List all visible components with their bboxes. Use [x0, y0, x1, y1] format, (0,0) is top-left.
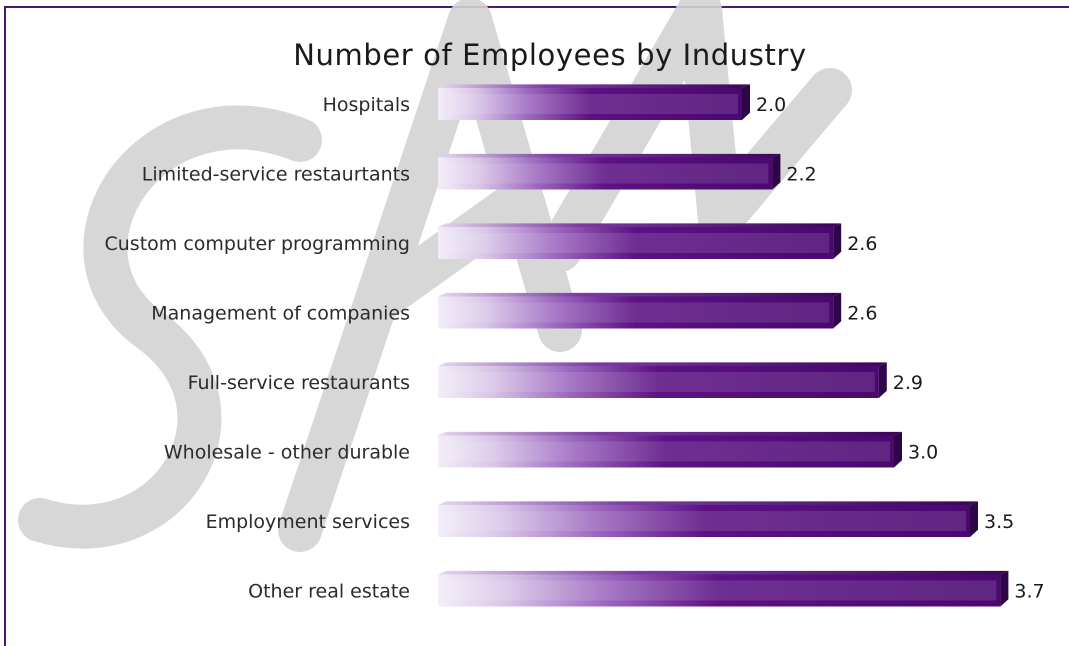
bar-top-face [438, 431, 902, 436]
bar-top-face [438, 292, 842, 297]
bar [438, 574, 1001, 607]
category-label: Limited-service restaurtants [142, 164, 410, 186]
category-label: Wholesale - other durable [164, 442, 410, 464]
bar-top-face [438, 501, 978, 505]
value-label: 2.6 [847, 303, 877, 325]
value-label: 3.0 [908, 442, 938, 464]
value-label: 2.2 [786, 164, 816, 186]
category-label: Full-service restaurants [188, 372, 410, 394]
bar [438, 366, 879, 398]
bar [438, 157, 773, 190]
bar-top-face [438, 84, 750, 88]
bar-highlight [448, 233, 830, 253]
bar-side-face [772, 153, 781, 190]
bar-highlight [448, 372, 875, 392]
value-label: 2.6 [847, 233, 877, 255]
category-label: Management of companies [151, 303, 410, 325]
value-label: 2.9 [893, 372, 923, 394]
value-label: 3.7 [1014, 581, 1044, 603]
bar-side-face [833, 292, 842, 329]
bar-side-face [894, 431, 902, 468]
bar-side-face [970, 501, 978, 537]
chart-frame [4, 6, 1069, 646]
bar [438, 227, 834, 259]
value-label: 3.5 [984, 511, 1014, 533]
bar-highlight [448, 441, 890, 462]
bar-highlight [448, 94, 738, 114]
category-label: Custom computer programming [105, 233, 411, 255]
bar-top-face [438, 223, 842, 227]
bar [438, 505, 970, 537]
value-label: 2.0 [756, 94, 786, 116]
bar-side-face [742, 84, 750, 120]
bar-top-face [438, 362, 887, 366]
bar-top-face [438, 153, 781, 158]
bar-highlight [448, 580, 997, 601]
chart-title: Number of Employees by Industry [293, 38, 807, 72]
category-label: Hospitals [323, 94, 410, 116]
bar [438, 88, 742, 120]
bar [438, 296, 834, 329]
category-label: Employment services [206, 511, 410, 533]
bar-highlight [448, 511, 966, 531]
bar-side-face [878, 362, 887, 398]
bar-side-face [1000, 570, 1009, 607]
bar-top-face [438, 570, 1009, 575]
category-label: Other real estate [248, 581, 410, 603]
bar [438, 435, 894, 468]
bar-highlight [448, 302, 830, 323]
bar-side-face [833, 223, 842, 259]
bar-highlight [448, 163, 769, 184]
